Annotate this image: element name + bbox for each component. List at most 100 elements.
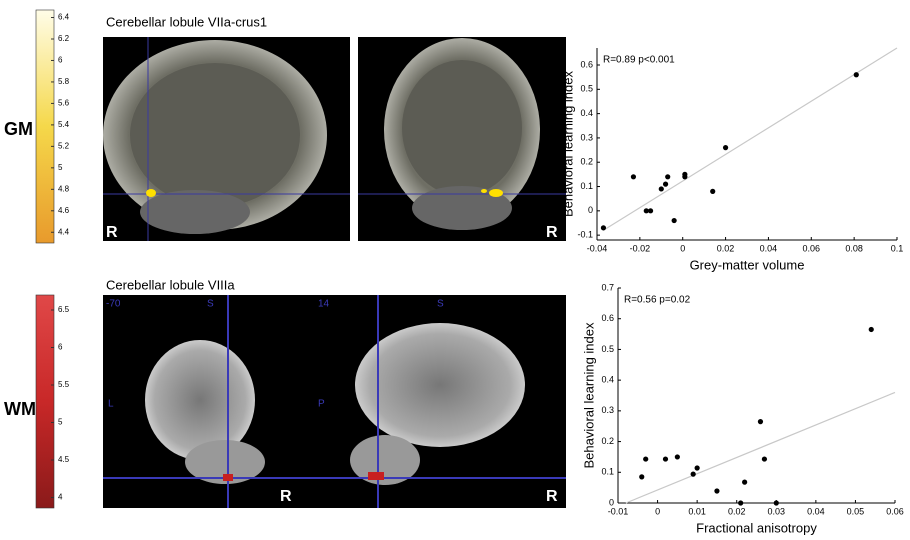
y-tick-label: 0.1 — [580, 181, 593, 191]
y-axis-label: Behavioral learning index — [560, 71, 575, 217]
annotation: R=0.56 p=0.02 — [624, 295, 691, 306]
data-point — [639, 474, 644, 479]
data-point — [714, 488, 719, 493]
coronal-image — [358, 37, 566, 241]
sagittal-image — [103, 37, 350, 241]
colorbar-tick-label: 5 — [58, 163, 63, 172]
orientation-label: 14 — [318, 299, 330, 310]
panel-title: Cerebellar lobule VIIIa — [106, 277, 235, 292]
x-tick-label: 0.1 — [891, 243, 904, 253]
data-point — [738, 500, 743, 505]
x-tick-label: 0.06 — [886, 506, 904, 516]
orientation-label: R — [280, 488, 292, 505]
orientation-label: -70 — [106, 299, 121, 310]
x-tick-label: 0.05 — [847, 506, 865, 516]
data-point — [643, 456, 648, 461]
x-axis-label: Fractional anisotropy — [696, 520, 817, 535]
data-point — [710, 189, 715, 194]
y-tick-label: 0 — [609, 497, 614, 507]
colorbar — [36, 295, 54, 508]
y-tick-label: 0.7 — [601, 282, 614, 292]
trend-line — [603, 48, 897, 230]
data-point — [648, 208, 653, 213]
data-point — [869, 327, 874, 332]
colorbar-tick-label: 6 — [58, 343, 63, 352]
y-axis-label: Behavioral learning index — [581, 322, 596, 468]
data-point — [723, 145, 728, 150]
data-point — [691, 472, 696, 477]
colorbar-tick-label: 6.5 — [58, 305, 70, 314]
x-tick-label: 0 — [655, 506, 660, 516]
colorbar-tick-label: 5.2 — [58, 141, 70, 150]
figure: Cerebellar lobule VIIa-crus1 R R Cerebel… — [0, 0, 910, 540]
colorbar-tick-label: 6.2 — [58, 34, 70, 43]
y-tick-label: 0.6 — [601, 313, 614, 323]
data-point — [659, 186, 664, 191]
y-tick-label: 0.3 — [580, 132, 593, 142]
colorbar-tick-label: 6 — [58, 56, 63, 65]
orientation-label: S — [207, 299, 214, 310]
colorbar-tick-label: 5.5 — [58, 380, 70, 389]
data-point — [854, 72, 859, 77]
white-matter-image — [103, 295, 566, 508]
colorbar-tick-label: 4.4 — [58, 227, 70, 236]
x-tick-label: -0.02 — [630, 243, 651, 253]
orientation-label: S — [437, 299, 444, 310]
y-tick-label: 0.4 — [601, 375, 614, 385]
x-tick-label: -0.01 — [608, 506, 629, 516]
y-tick-label: 0.3 — [601, 405, 614, 415]
x-tick-label: -0.04 — [587, 243, 608, 253]
data-point — [695, 465, 700, 470]
y-tick-label: 0.5 — [580, 84, 593, 94]
colorbar-tick-label: 5.6 — [58, 99, 70, 108]
colorbar-tick-label: 5 — [58, 418, 63, 427]
colorbar-tick-label: 4.8 — [58, 184, 70, 193]
y-tick-label: 0 — [588, 205, 593, 215]
y-tick-label: -0.1 — [577, 230, 593, 240]
x-tick-label: 0 — [680, 243, 685, 253]
data-point — [682, 172, 687, 177]
orientation-label: P — [318, 399, 325, 410]
y-tick-label: 0.2 — [580, 157, 593, 167]
data-point — [663, 182, 668, 187]
data-point — [742, 480, 747, 485]
y-tick-label: 0.5 — [601, 344, 614, 354]
y-tick-label: 0.6 — [580, 59, 593, 69]
x-tick-label: 0.02 — [728, 506, 746, 516]
colorbar-tick-label: 5.8 — [58, 77, 70, 86]
colorbar-tick-label: 6.4 — [58, 13, 70, 22]
orientation-label: R — [546, 488, 558, 505]
data-point — [675, 454, 680, 459]
panel-title: Cerebellar lobule VIIa-crus1 — [106, 14, 267, 29]
data-point — [672, 218, 677, 223]
data-point — [665, 174, 670, 179]
data-point — [774, 500, 779, 505]
x-axis-label: Grey-matter volume — [690, 257, 805, 272]
data-point — [758, 419, 763, 424]
colorbar-tick-label: 4.5 — [58, 455, 70, 464]
x-tick-label: 0.03 — [768, 506, 786, 516]
colorbar-tick-label: 4.6 — [58, 206, 70, 215]
x-tick-label: 0.02 — [717, 243, 735, 253]
x-tick-label: 0.04 — [807, 506, 825, 516]
data-point — [663, 456, 668, 461]
x-tick-label: 0.01 — [688, 506, 706, 516]
y-tick-label: 0.4 — [580, 108, 593, 118]
orientation-label: R — [546, 224, 558, 241]
trend-line — [626, 392, 895, 503]
y-tick-label: 0.2 — [601, 436, 614, 446]
colorbar-tick-label: 5.4 — [58, 120, 70, 129]
data-point — [601, 225, 606, 230]
page: {"chart_data": [ {"type": "scatter", "an… — [0, 0, 910, 540]
x-tick-label: 0.06 — [803, 243, 821, 253]
row-label: GM — [4, 119, 33, 139]
data-point — [762, 456, 767, 461]
x-tick-label: 0.08 — [845, 243, 863, 253]
y-tick-label: 0.1 — [601, 467, 614, 477]
colorbar — [36, 10, 54, 243]
row-label: WM — [4, 399, 36, 419]
annotation: R=0.89 p<0.001 — [603, 55, 675, 66]
colorbar-tick-label: 4 — [58, 493, 63, 502]
x-tick-label: 0.04 — [760, 243, 778, 253]
data-point — [631, 174, 636, 179]
